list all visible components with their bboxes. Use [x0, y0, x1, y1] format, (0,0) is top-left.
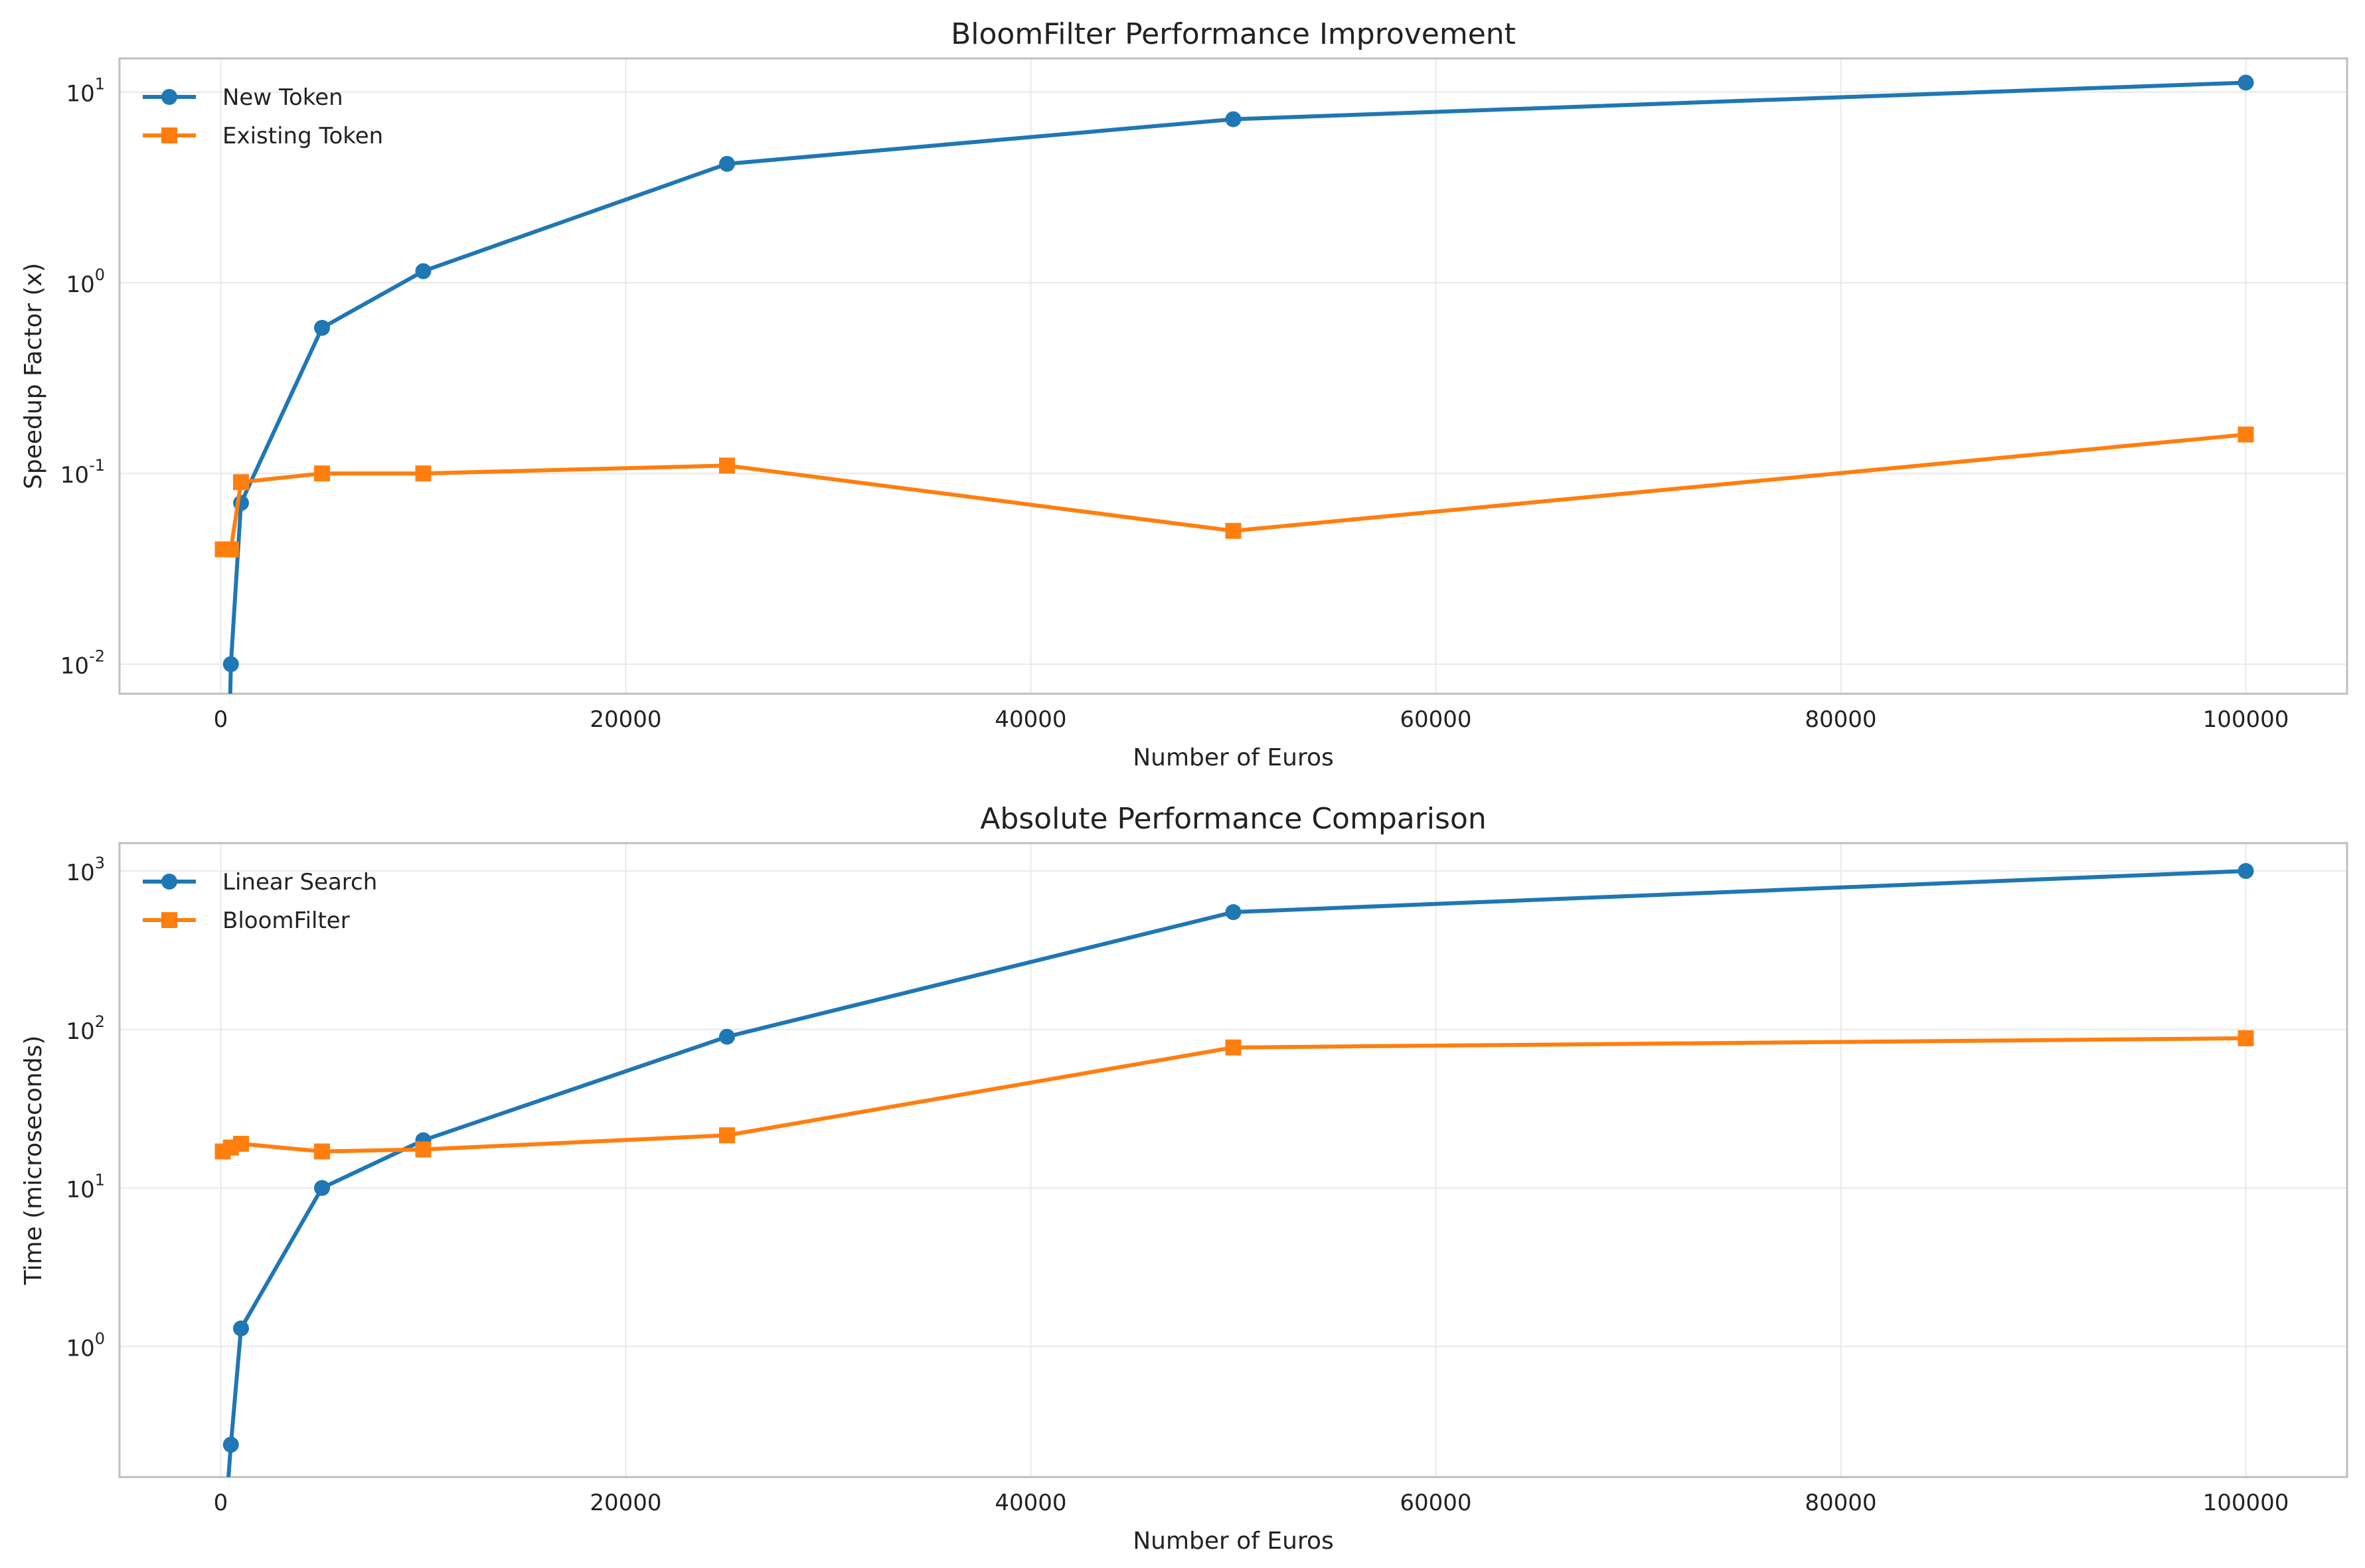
chart-title: BloomFilter Performance Improvement: [951, 17, 1516, 51]
chart-panel-1: 0 20000 40000 60000 80000 100000 10-2 10-1 100 10…: [20, 17, 2348, 1054]
data-point-marker: [2238, 426, 2254, 443]
series-line-2: [222, 432, 2246, 552]
data-point-marker: [719, 1028, 735, 1045]
data-point-marker: [415, 1141, 432, 1158]
data-point-marker: [233, 1135, 249, 1152]
legend-entry-1: Linear Search: [143, 869, 377, 896]
plot-area: [214, 863, 2254, 1561]
y-tick-label: 101: [66, 1171, 105, 1204]
y-axis-label: Speedup Factor (x): [20, 263, 47, 489]
x-tick-label: 0: [214, 1490, 228, 1516]
legend-label: Linear Search: [222, 869, 377, 896]
data-point-marker: [215, 1545, 231, 1561]
y-tick-label: 103: [66, 854, 105, 886]
data-point-marker: [1225, 111, 1242, 127]
x-axis-label: Number of Euros: [1133, 744, 1334, 771]
series-line-1: [226, 869, 2246, 1477]
data-point-marker: [1225, 522, 1242, 539]
data-point-marker: [1225, 904, 1242, 921]
x-tick-label: 100000: [2203, 1490, 2289, 1516]
data-point-marker: [222, 1437, 239, 1453]
plot-frame: [118, 842, 2348, 1478]
x-tick-label: 80000: [1805, 1490, 1876, 1516]
legend-label: BloomFilter: [222, 907, 350, 934]
data-point-marker: [415, 465, 432, 482]
data-point-marker: [415, 263, 432, 279]
data-point-marker: [222, 656, 239, 672]
y-tick-label: 101: [66, 75, 105, 108]
data-point-marker: [2238, 863, 2254, 880]
data-point-marker: [719, 1127, 735, 1144]
data-point-marker: [2238, 1030, 2254, 1047]
legend-label: New Token: [222, 84, 343, 111]
x-tick-label: 0: [214, 706, 228, 733]
data-point-marker: [1225, 1039, 1242, 1056]
legend-entry-2: BloomFilter: [143, 907, 350, 934]
chart-title: Absolute Performance Comparison: [980, 802, 1487, 836]
plot-area: [214, 74, 2254, 1054]
x-tick-label: 100000: [2203, 706, 2289, 733]
data-point-marker: [314, 1180, 330, 1196]
y-tick-label: 100: [66, 266, 105, 298]
x-tick-label: 60000: [1400, 1490, 1471, 1516]
x-tick-label: 40000: [995, 1490, 1066, 1516]
data-point-marker: [314, 319, 330, 336]
data-point-marker: [222, 541, 239, 558]
x-axis-label: Number of Euros: [1133, 1528, 1334, 1555]
y-axis-label: Time (microseconds): [20, 1036, 47, 1286]
x-tick-label: 80000: [1805, 706, 1876, 733]
data-point-marker: [233, 1320, 249, 1337]
y-tick-label: 102: [66, 1012, 105, 1045]
legend-entry-1: New Token: [143, 84, 343, 111]
legend-entry-2: Existing Token: [143, 123, 383, 149]
plot-frame: [118, 57, 2348, 695]
data-point-marker: [314, 1143, 330, 1160]
x-tick-label: 20000: [590, 706, 661, 733]
data-point-marker: [719, 457, 735, 474]
data-point-marker: [215, 1038, 231, 1054]
data-point-marker: [314, 465, 330, 482]
y-tick-label: 10-2: [60, 647, 105, 679]
data-point-marker: [719, 155, 735, 172]
legend-marker: [161, 912, 177, 928]
y-tick-label: 10-1: [60, 456, 105, 489]
series-line-1: [228, 80, 2246, 694]
data-point-marker: [2238, 74, 2254, 91]
x-tick-label: 40000: [995, 706, 1066, 733]
data-point-marker: [233, 474, 249, 491]
y-tick-label: 100: [66, 1329, 105, 1362]
x-tick-label: 20000: [590, 1490, 661, 1516]
chart-panel-2: 0 20000 40000 60000 80000 100000 100 101 102 103 A…: [20, 802, 2348, 1561]
legend-marker: [161, 874, 177, 890]
legend-marker: [161, 89, 177, 105]
legend-marker: [161, 127, 177, 143]
x-tick-label: 60000: [1400, 706, 1471, 733]
legend-label: Existing Token: [222, 123, 383, 149]
